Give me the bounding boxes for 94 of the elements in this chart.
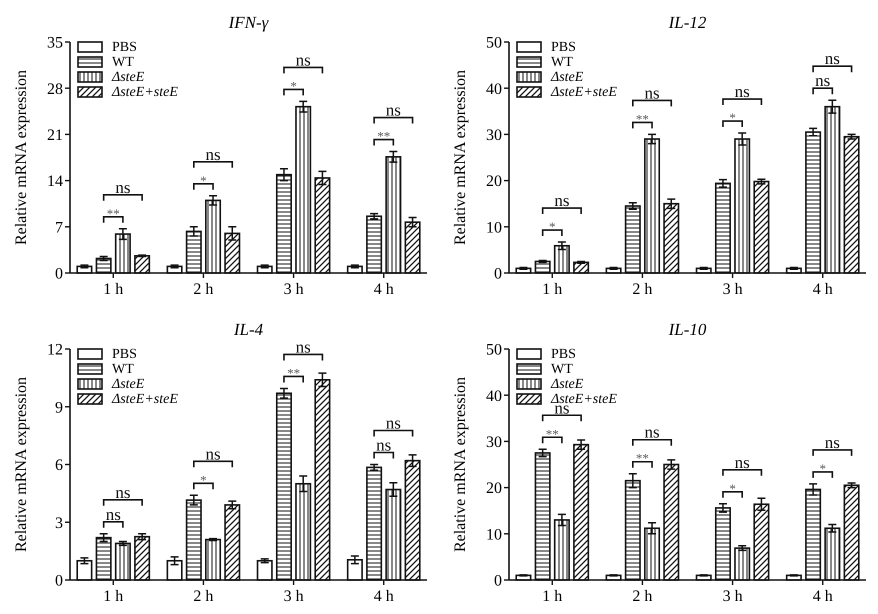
y-tick-label: 50	[486, 34, 502, 52]
legend-label: WT	[112, 362, 134, 377]
y-tick-label: 35	[47, 34, 63, 52]
annotation: ns	[205, 144, 221, 164]
legend-label: ΔsteE	[111, 377, 145, 392]
y-tick-label: 3	[55, 514, 63, 532]
legend-label: PBS	[551, 40, 576, 55]
legend-label: ΔsteE+steE	[550, 85, 618, 100]
y-axis-title: Relative mRNA expression	[13, 70, 30, 246]
x-tick-label: 2 h	[193, 281, 214, 298]
chart-title: IL-4	[232, 320, 264, 339]
annotation: ns	[386, 100, 401, 120]
annotation: *	[819, 460, 826, 476]
y-tick-label: 21	[47, 127, 63, 144]
y-tick-label: 40	[486, 80, 502, 98]
annotation: ns	[296, 337, 311, 356]
y-tick-label: 30	[486, 127, 502, 144]
y-tick-label: 0	[55, 266, 63, 283]
y-tick-label: 14	[47, 173, 63, 190]
legend-label: PBS	[112, 40, 137, 55]
annotation: ns	[376, 436, 392, 454]
x-tick-label: 1 h	[103, 588, 124, 605]
annotation: ns	[644, 422, 660, 442]
y-axis-title: Relative mRNA expression	[13, 376, 30, 552]
legend-label: WT	[551, 55, 574, 70]
y-tick-label: 10	[486, 526, 502, 544]
x-tick-label: 1 h	[542, 281, 562, 298]
legend-label: PBS	[112, 347, 137, 362]
annotation: ns	[205, 444, 221, 464]
legend-label: ΔsteE+steE	[550, 392, 618, 407]
annotation: ns	[734, 82, 750, 102]
annotation: ns	[734, 452, 750, 472]
annotation: *	[200, 172, 207, 188]
annotation: ns	[644, 83, 660, 102]
y-tick-label: 20	[486, 173, 502, 190]
y-tick-label: 0	[55, 572, 63, 590]
x-tick-label: 3 h	[722, 281, 743, 298]
x-tick-label: 3 h	[284, 281, 304, 298]
y-tick-label: 28	[47, 80, 63, 98]
annotation: **	[546, 426, 559, 442]
annotation: **	[287, 365, 300, 380]
annotation: ns	[824, 432, 840, 452]
y-tick-label: 7	[55, 219, 63, 236]
y-tick-label: 30	[486, 434, 502, 451]
annotation: *	[729, 480, 736, 496]
y-axis-title: Relative mRNA expression	[452, 376, 469, 552]
chart-title: IFN-γ	[228, 13, 270, 32]
annotation: **	[636, 450, 649, 466]
annotation: *	[200, 472, 207, 488]
legend-label: ΔsteE+steE	[111, 85, 178, 100]
x-tick-label: 4 h	[812, 588, 833, 605]
y-tick-label: 12	[47, 342, 63, 359]
annotation: **	[636, 111, 649, 126]
annotation: ns	[296, 50, 311, 70]
annotation: ns	[554, 191, 570, 210]
annotation: *	[290, 78, 297, 94]
legend-label: ΔsteE	[550, 377, 584, 392]
y-tick-label: 10	[486, 219, 502, 236]
legend-label: ΔsteE	[111, 70, 145, 85]
x-tick-label: 1 h	[103, 281, 124, 298]
y-tick-label: 0	[494, 266, 502, 283]
x-tick-label: 4 h	[374, 281, 394, 298]
annotation: ns	[106, 504, 121, 524]
y-tick-label: 20	[486, 480, 502, 498]
chart-title: IL-12	[668, 13, 707, 32]
x-tick-label: 4 h	[374, 588, 394, 605]
y-tick-label: 40	[486, 388, 502, 405]
y-axis-title: Relative mRNA expression	[452, 70, 469, 246]
y-tick-label: 50	[486, 342, 502, 359]
annotation: ns	[815, 71, 830, 90]
annotation: **	[106, 206, 120, 221]
annotation: ns	[386, 414, 401, 432]
annotation: **	[377, 128, 390, 144]
legend-label: ΔsteE	[550, 70, 584, 85]
x-tick-label: 3 h	[722, 588, 743, 605]
annotation: *	[549, 219, 556, 234]
y-tick-label: 9	[55, 399, 63, 416]
x-tick-label: 3 h	[284, 588, 304, 605]
annotation: ns	[115, 482, 130, 502]
x-tick-label: 4 h	[812, 281, 833, 298]
legend-label: WT	[551, 362, 574, 377]
annotation: ns	[824, 49, 840, 68]
x-tick-label: 2 h	[632, 281, 652, 298]
chart-title: IL-10	[668, 320, 707, 339]
x-tick-label: 2 h	[193, 588, 214, 605]
annotation: *	[729, 110, 736, 126]
legend-label: WT	[112, 55, 134, 70]
x-tick-label: 2 h	[632, 588, 652, 605]
y-tick-label: 6	[55, 457, 63, 474]
legend-label: PBS	[551, 347, 576, 362]
legend-label: ΔsteE+steE	[111, 392, 178, 407]
y-tick-label: 0	[494, 572, 502, 590]
x-tick-label: 1 h	[542, 588, 562, 605]
annotation: ns	[115, 178, 130, 197]
